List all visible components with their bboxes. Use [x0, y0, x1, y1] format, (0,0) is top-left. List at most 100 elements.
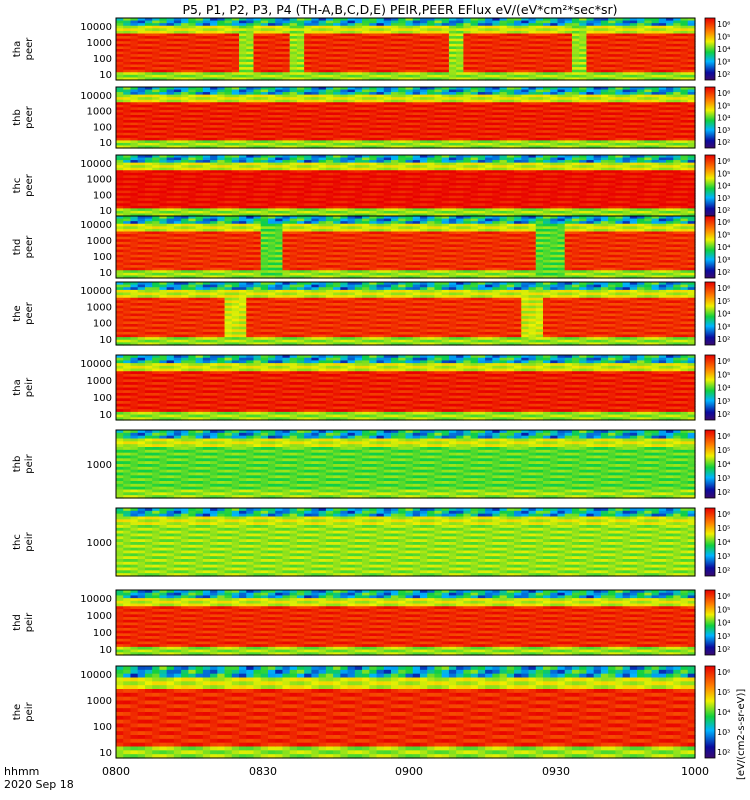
spectrogram-cell	[231, 177, 240, 182]
spectrogram-cell	[492, 107, 501, 111]
spectrogram-cell	[152, 142, 161, 147]
spectrogram-cell	[130, 120, 139, 124]
spectrogram-cell	[376, 213, 385, 217]
spectrogram-cell	[485, 127, 493, 131]
spectrogram-cell	[224, 109, 233, 114]
spectrogram-cell	[347, 51, 356, 55]
spectrogram-cell	[514, 20, 522, 24]
spectrogram-cell	[528, 20, 537, 24]
spectrogram-cell	[680, 142, 689, 147]
spectrogram-cell	[398, 193, 407, 197]
spectrogram-cell	[398, 125, 407, 129]
spectrogram-cell	[622, 43, 631, 48]
spectrogram-cell	[195, 114, 204, 119]
spectrogram-cell	[441, 69, 450, 73]
spectrogram-cell	[188, 190, 197, 194]
spectrogram-cell	[434, 64, 443, 68]
spectrogram-cell	[543, 120, 551, 124]
spectrogram-cell	[267, 127, 276, 131]
spectrogram-cell	[651, 72, 660, 76]
spectrogram-cell	[543, 56, 551, 60]
spectrogram-cell	[571, 25, 580, 29]
spectrogram-cell	[354, 135, 363, 139]
spectrogram-cell	[188, 162, 197, 166]
spectrogram-cell	[441, 41, 450, 45]
spectrogram-cell	[304, 69, 313, 73]
spectrogram-cell	[260, 64, 269, 68]
spectrogram-cell	[253, 205, 262, 209]
spectrogram-cell	[217, 74, 226, 79]
spectrogram-cell	[333, 208, 341, 212]
spectrogram-cell	[506, 99, 515, 103]
spectrogram-cell	[166, 175, 175, 179]
spectrogram-cell	[463, 130, 472, 134]
spectrogram-cell	[347, 170, 356, 174]
spectrogram-cell	[231, 51, 240, 55]
spectrogram-cell	[629, 107, 638, 111]
spectrogram-cell	[550, 127, 559, 131]
spectrogram-cell	[318, 180, 327, 184]
spectrogram-cell	[658, 132, 667, 136]
spectrogram-cell	[137, 94, 146, 98]
spectrogram-cell	[600, 43, 609, 48]
spectrogram-cell	[217, 185, 226, 189]
spectrogram-cell	[543, 104, 551, 108]
spectrogram-cell	[557, 94, 566, 98]
spectrogram-cell	[282, 28, 291, 32]
spectrogram-cell	[282, 182, 291, 187]
spectrogram-cell	[210, 172, 218, 176]
spectrogram-cell	[391, 120, 399, 124]
spectrogram-cell	[159, 130, 168, 134]
spectrogram-cell	[477, 46, 486, 50]
spectrogram-cell	[253, 97, 262, 101]
spectrogram-cell	[514, 97, 522, 101]
spectrogram-cell	[130, 160, 139, 164]
spectrogram-cell	[405, 167, 414, 171]
spectrogram-cell	[296, 112, 305, 116]
spectrogram-cell	[622, 51, 631, 55]
spectrogram-cell	[246, 162, 255, 166]
spectrogram-cell	[231, 25, 240, 29]
spectrogram-cell	[144, 125, 153, 129]
spectrogram-cell	[550, 109, 559, 114]
spectrogram-cell	[210, 33, 218, 37]
spectrogram-cell	[485, 145, 493, 149]
spectrogram-cell	[477, 77, 486, 81]
spectrogram-cell	[412, 61, 421, 66]
spectrogram-cell	[651, 102, 660, 106]
spectrogram-cell	[492, 135, 501, 139]
spectrogram-cell	[673, 104, 682, 108]
spectrogram-cell	[137, 203, 146, 207]
spectrogram-cell	[267, 170, 276, 174]
spectrogram-cell	[188, 99, 197, 103]
spectrogram-cell	[289, 172, 298, 176]
spectrogram-cell	[492, 89, 501, 93]
spectrogram-cell	[325, 102, 334, 106]
spectrogram-cell	[600, 33, 609, 37]
spectrogram-cell	[188, 112, 197, 116]
panel-probe-label: thb	[12, 109, 23, 126]
spectrogram-cell	[666, 137, 674, 141]
spectrogram-cell	[217, 190, 226, 194]
spectrogram-cell	[116, 28, 124, 32]
spectrogram-cell	[680, 43, 689, 48]
spectrogram-cell	[340, 87, 349, 91]
spectrogram-cell	[557, 140, 566, 144]
spectrogram-cell	[318, 89, 327, 93]
spectrogram-cell	[260, 172, 269, 176]
spectrogram-cell	[419, 155, 428, 159]
spectrogram-cell	[427, 87, 436, 91]
spectrogram-cell	[629, 120, 638, 124]
spectrogram-cell	[629, 135, 638, 139]
spectrogram-cell	[427, 49, 436, 53]
spectrogram-cell	[137, 23, 146, 27]
spectrogram-cell	[325, 104, 334, 108]
spectrogram-cell	[412, 46, 421, 50]
spectrogram-cell	[347, 77, 356, 81]
spectrogram-cell	[470, 112, 479, 116]
spectrogram-cell	[470, 64, 479, 68]
spectrogram-cell	[383, 135, 392, 139]
spectrogram-cell	[448, 198, 457, 202]
spectrogram-cell	[615, 41, 624, 45]
spectrogram-cell	[376, 125, 385, 129]
